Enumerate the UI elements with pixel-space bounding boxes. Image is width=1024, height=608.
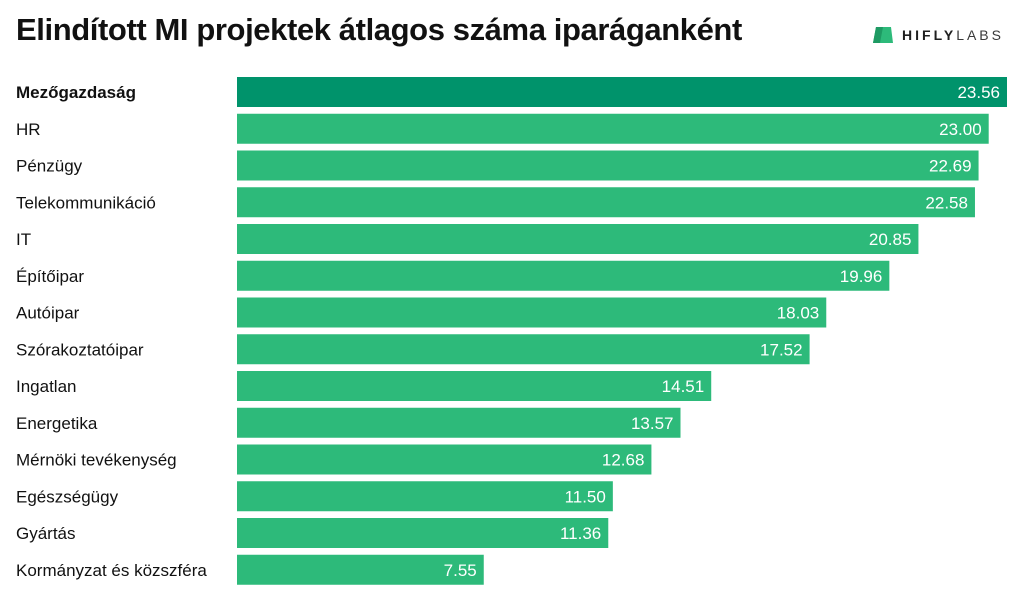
value-label-1: 23.00 — [939, 120, 982, 139]
category-label-5: Építőipar — [16, 267, 84, 286]
value-label-3: 22.58 — [925, 193, 968, 212]
category-label-7: Szórakoztatóipar — [16, 340, 144, 359]
bar-0 — [237, 77, 1007, 107]
value-label-11: 11.50 — [565, 487, 606, 506]
value-label-9: 13.57 — [631, 414, 674, 433]
category-label-13: Kormányzat és közszféra — [16, 561, 207, 580]
bar-2 — [237, 150, 979, 181]
category-label-2: Pénzügy — [16, 157, 83, 176]
chart-title: Elindított MI projektek átlagos száma ip… — [16, 12, 742, 47]
category-label-6: Autóipar — [16, 304, 80, 323]
bar-7 — [237, 334, 810, 365]
category-label-9: Energetika — [16, 414, 98, 433]
brand-logo: HIFLY LABS — [872, 25, 1004, 45]
bar-10 — [237, 444, 652, 475]
bar-1 — [237, 113, 989, 144]
bar-4 — [237, 224, 919, 254]
category-label-8: Ingatlan — [16, 377, 77, 396]
value-label-13: 7.55 — [444, 561, 477, 580]
value-label-7: 17.52 — [760, 340, 803, 359]
bar-13 — [237, 554, 484, 585]
category-label-1: HR — [16, 120, 41, 139]
category-label-11: Egészségügy — [16, 487, 119, 506]
bar-3 — [237, 187, 975, 218]
category-label-0: Mezőgazdaság — [16, 83, 136, 102]
bar-5 — [237, 260, 890, 291]
value-label-5: 19.96 — [840, 267, 883, 286]
bar-8 — [237, 371, 712, 401]
value-label-12: 11.36 — [560, 524, 601, 543]
value-label-0: 23.56 — [957, 83, 1000, 102]
category-label-10: Mérnöki tevékenység — [16, 451, 177, 470]
value-label-6: 18.03 — [777, 304, 820, 323]
bar-11 — [237, 481, 613, 512]
value-label-4: 20.85 — [869, 230, 912, 249]
brand-name-light: LABS — [956, 27, 1004, 43]
value-label-10: 12.68 — [602, 451, 645, 470]
brand-name-bold: HIFLY — [902, 27, 957, 43]
bar-9 — [237, 407, 681, 438]
value-label-8: 14.51 — [662, 377, 705, 396]
category-label-4: IT — [16, 230, 31, 249]
category-label-3: Telekommunikáció — [16, 193, 156, 212]
category-label-12: Gyártás — [16, 524, 76, 543]
hiflylabs-logo-icon — [873, 27, 894, 43]
value-label-2: 22.69 — [929, 157, 972, 176]
bar-6 — [237, 297, 827, 328]
bar-12 — [237, 518, 609, 548]
